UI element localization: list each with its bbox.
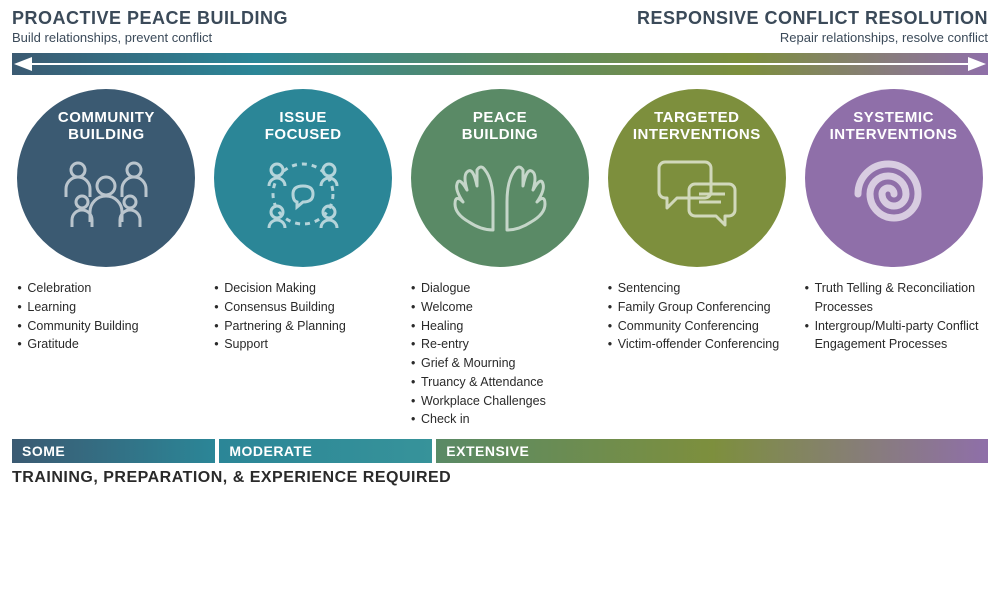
list-item: Celebration [17,279,195,298]
list-item: Re-entry [411,335,589,354]
list-item: Welcome [411,298,589,317]
column-community-building: COMMUNITY BUILDING Celebration Learning … [12,89,201,429]
header-row: PROACTIVE PEACE BUILDING Build relations… [12,8,988,45]
list-item: Learning [17,298,195,317]
list-item: Gratitude [17,335,195,354]
column-targeted-interventions: TARGETED INTERVENTIONS Sentencing Family… [602,89,791,429]
bullets-targeted-interventions: Sentencing Family Group Conferencing Com… [608,279,786,354]
training-level-bar: SOME MODERATE EXTENSIVE [12,439,988,463]
list-item: Consensus Building [214,298,392,317]
hands-icon [445,152,555,237]
list-item: Healing [411,317,589,336]
segment-label: SOME [22,443,65,459]
header-right: RESPONSIVE CONFLICT RESOLUTION Repair re… [637,8,988,45]
segment-some: SOME [12,439,215,463]
bullets-community-building: Celebration Learning Community Building … [17,279,195,354]
segment-moderate: MODERATE [219,439,432,463]
list-item: Truancy & Attendance [411,373,589,392]
circle-targeted-interventions: TARGETED INTERVENTIONS [608,89,786,267]
list-item: Community Building [17,317,195,336]
list-item: Workplace Challenges [411,392,589,411]
list-item: Grief & Mourning [411,354,589,373]
circle-title: PEACE BUILDING [462,109,539,144]
circle-systemic-interventions: SYSTEMIC INTERVENTIONS [805,89,983,267]
segment-extensive: EXTENSIVE [436,439,988,463]
list-item: Family Group Conferencing [608,298,786,317]
training-caption: TRAINING, PREPARATION, & EXPERIENCE REQU… [12,469,988,487]
list-item: Partnering & Planning [214,317,392,336]
list-item: Community Conferencing [608,317,786,336]
people-group-icon [56,152,156,232]
column-issue-focused: ISSUE FOCUSED Decision Making Consensus … [209,89,398,429]
header-left: PROACTIVE PEACE BUILDING Build relations… [12,8,288,45]
bullets-issue-focused: Decision Making Consensus Building Partn… [214,279,392,354]
column-peace-building: PEACE BUILDING Dialogue Welcome Healing … [406,89,595,429]
list-item: Sentencing [608,279,786,298]
spectrum-arrow-bar [12,53,988,75]
header-left-title: PROACTIVE PEACE BUILDING [12,8,288,29]
spiral-icon [849,152,939,237]
list-item: Support [214,335,392,354]
bullets-systemic-interventions: Truth Telling & Reconciliation Processes… [805,279,983,354]
header-right-sub: Repair relationships, resolve conflict [637,30,988,45]
column-systemic-interventions: SYSTEMIC INTERVENTIONS Truth Telling & R… [799,89,988,429]
circle-issue-focused: ISSUE FOCUSED [214,89,392,267]
bullets-peace-building: Dialogue Welcome Healing Re-entry Grief … [411,279,589,429]
circle-title: SYSTEMIC INTERVENTIONS [830,109,958,144]
list-item: Dialogue [411,279,589,298]
double-arrow-icon [12,53,988,75]
list-item: Victim-offender Conferencing [608,335,786,354]
chat-bubbles-icon [649,152,744,232]
circle-title: COMMUNITY BUILDING [58,109,155,144]
list-item: Check in [411,410,589,429]
header-left-sub: Build relationships, prevent conflict [12,30,288,45]
list-item: Intergroup/Multi-party Conflict Engageme… [805,317,983,355]
list-item: Truth Telling & Reconciliation Processes [805,279,983,317]
segment-label: EXTENSIVE [446,443,529,459]
circle-peace-building: PEACE BUILDING [411,89,589,267]
discussion-circle-icon [253,152,353,237]
circles-row: COMMUNITY BUILDING Celebration Learning … [12,89,988,429]
circle-title: TARGETED INTERVENTIONS [633,109,761,144]
list-item: Decision Making [214,279,392,298]
segment-label: MODERATE [229,443,312,459]
circle-community-building: COMMUNITY BUILDING [17,89,195,267]
circle-title: ISSUE FOCUSED [265,109,342,144]
header-right-title: RESPONSIVE CONFLICT RESOLUTION [637,8,988,29]
